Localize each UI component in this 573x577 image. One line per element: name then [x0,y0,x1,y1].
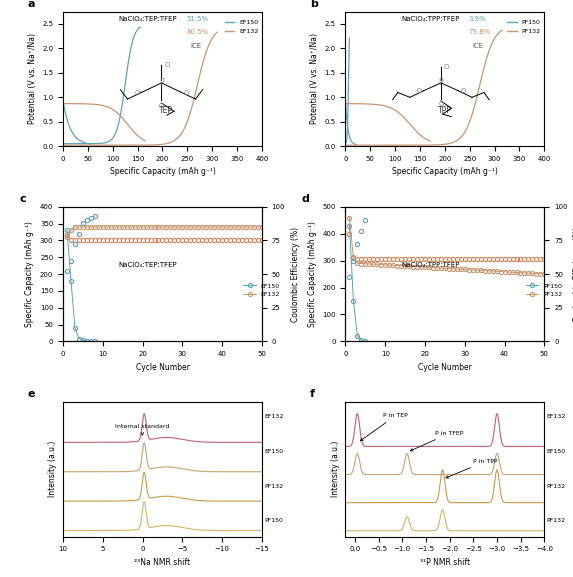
Legend: EF150, EF132: EF150, EF132 [222,17,261,36]
X-axis label: ²³Na NMR shift: ²³Na NMR shift [135,558,191,567]
Text: 79.8%: 79.8% [469,29,491,35]
Text: EF132: EF132 [546,414,566,419]
Text: ICE: ICE [190,43,202,48]
Text: NaClO₄:TEP:TFEP: NaClO₄:TEP:TFEP [119,263,178,268]
Text: 3.9%: 3.9% [469,16,486,21]
Text: NaClO₄:TPP:TFEP: NaClO₄:TPP:TFEP [401,263,460,268]
Y-axis label: Specific Capacity (mAh g⁻¹): Specific Capacity (mAh g⁻¹) [25,221,34,327]
X-axis label: Cycle Number: Cycle Number [136,363,190,372]
Y-axis label: Intensity (a.u.): Intensity (a.u.) [331,441,340,497]
Text: ICE: ICE [473,43,484,48]
Text: a: a [28,0,35,9]
Text: PF150: PF150 [264,518,283,523]
Text: Internal standard: Internal standard [115,424,169,435]
Text: EF150: EF150 [264,449,283,454]
Text: PF132: PF132 [546,484,566,489]
Text: EF150: EF150 [546,449,566,454]
X-axis label: Cycle Number: Cycle Number [418,363,472,372]
Text: TEP: TEP [159,106,174,114]
Text: PF132: PF132 [264,484,283,489]
Y-axis label: Specific Capacity (mAh g⁻¹): Specific Capacity (mAh g⁻¹) [308,221,317,327]
X-axis label: ³¹P NMR shift: ³¹P NMR shift [420,558,470,567]
Text: d: d [302,194,309,204]
Y-axis label: Potential (V vs. Na⁺/Na): Potential (V vs. Na⁺/Na) [28,33,37,125]
Text: PF132: PF132 [546,518,566,523]
Text: 80.5%: 80.5% [186,29,209,35]
Text: e: e [28,389,35,399]
Legend: PF150, PF132: PF150, PF132 [524,281,565,299]
Text: P in TEP: P in TEP [360,413,408,441]
Text: f: f [309,389,315,399]
Legend: PF150, PF132: PF150, PF132 [505,17,543,36]
Text: P in TFEP: P in TFEP [410,431,464,451]
Text: EF132: EF132 [264,414,283,419]
Y-axis label: Potential (V vs. Na⁺/Na): Potential (V vs. Na⁺/Na) [310,33,319,125]
Text: b: b [309,0,317,9]
Text: NaClO₄:TEP:TFEP: NaClO₄:TEP:TFEP [119,16,178,21]
X-axis label: Specific Capacity (mAh g⁻¹): Specific Capacity (mAh g⁻¹) [392,167,498,177]
Y-axis label: Coulombic Efficiency (%): Coulombic Efficiency (%) [291,227,300,321]
Text: c: c [19,194,26,204]
Text: P in TPP: P in TPP [446,459,498,478]
Text: TPP: TPP [438,106,452,114]
Text: 51.5%: 51.5% [186,16,209,21]
Text: NaClO₄:TPP:TFEP: NaClO₄:TPP:TFEP [401,16,460,21]
Legend: EF150, EF132: EF150, EF132 [241,281,282,299]
Y-axis label: Intensity (a.u.): Intensity (a.u.) [49,441,57,497]
X-axis label: Specific Capacity (mAh g⁻¹): Specific Capacity (mAh g⁻¹) [109,167,215,177]
